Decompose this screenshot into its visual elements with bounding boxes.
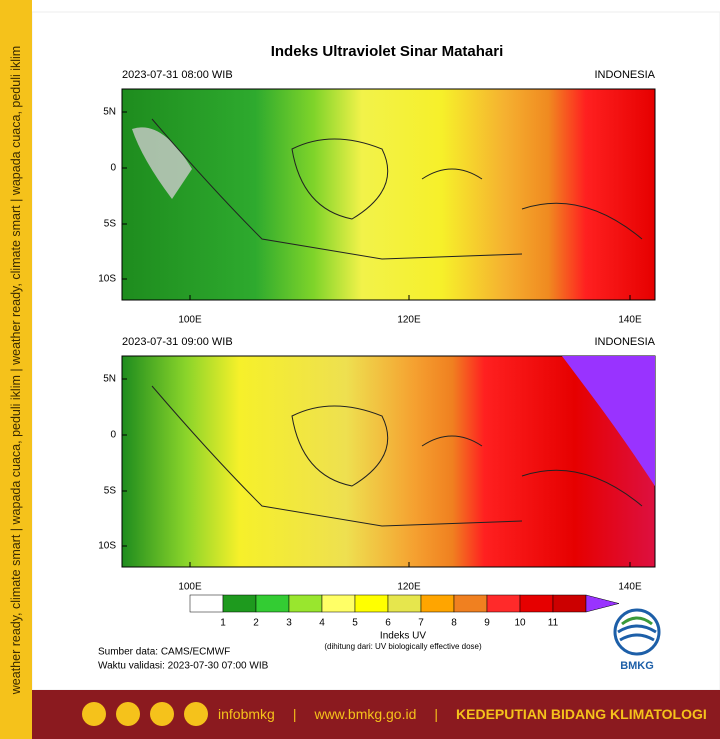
colorbar-subtitle: (dihitung dari: UV biologically effectiv… (324, 642, 482, 651)
colorbar-box (321, 594, 356, 613)
lon-label: 100E (178, 582, 202, 593)
colorbar-box (453, 594, 488, 613)
separator: | (434, 706, 439, 722)
logo: BMKG (613, 608, 661, 672)
colorbar-label: 5 (352, 618, 358, 629)
lat-label: 0 (110, 163, 116, 174)
lat-label: 0 (110, 430, 116, 441)
uv-extreme-area (562, 356, 655, 486)
lat-label: 5S (104, 219, 117, 230)
colorbar-title: Indeks UV (380, 631, 426, 642)
lat-label: 10S (98, 274, 116, 285)
uv-field (121, 355, 656, 568)
colorbar-box (552, 594, 587, 613)
colorbar-label: 4 (319, 618, 325, 629)
footer-row: infobmkg | www.bmkg.go.id | KEDEPUTIAN B… (82, 702, 707, 726)
website[interactable]: www.bmkg.go.id (314, 706, 417, 722)
lat-label: 5N (103, 374, 116, 385)
colorbar-label: 10 (514, 618, 526, 629)
handle[interactable]: infobmkg (218, 706, 275, 722)
colorbar-label: 9 (484, 618, 490, 629)
lon-label: 100E (178, 315, 202, 326)
colorbar-label: 1 (220, 618, 226, 629)
uv-field (121, 88, 656, 301)
colorbar-label: 2 (253, 618, 259, 629)
youtube-icon[interactable] (150, 702, 174, 726)
colorbar-label: 7 (418, 618, 424, 629)
side-text: weather ready, climate smart | wapada cu… (9, 45, 23, 695)
colorbar-box (486, 594, 521, 613)
instagram-icon[interactable] (184, 702, 208, 726)
title: Indeks Ultraviolet Sinar Matahari (271, 43, 504, 60)
colorbar-box (288, 594, 323, 613)
colorbar-box (222, 594, 257, 613)
map-figure: Indeks Ultraviolet Sinar Matahari 2023-0… (32, 11, 720, 690)
facebook-icon[interactable] (116, 702, 140, 726)
colorbar-box (420, 594, 455, 613)
panel-time: 2023-07-31 09:00 WIB (122, 336, 233, 348)
cloud-area (132, 127, 192, 199)
panel-region: INDONESIA (594, 336, 655, 348)
colorbar-box (519, 594, 554, 613)
validity: Waktu validasi: 2023-07-30 07:00 WIB (98, 661, 269, 672)
colorbar-label: 3 (286, 618, 292, 629)
source: Sumber data: CAMS/ECMWF (98, 647, 230, 658)
colorbar-box (354, 594, 389, 613)
logo-text: BMKG (620, 660, 654, 672)
footer: infobmkg | www.bmkg.go.id | KEDEPUTIAN B… (32, 690, 720, 739)
colorbar-box (189, 594, 224, 613)
colorbar-label: 8 (451, 618, 457, 629)
lat-label: 10S (98, 541, 116, 552)
colorbar-over (585, 594, 620, 613)
colorbar-label: 6 (385, 618, 391, 629)
lat-label: 5N (103, 107, 116, 118)
panel-region: INDONESIA (594, 69, 655, 81)
colorbar-box (387, 594, 422, 613)
panel-time: 2023-07-31 08:00 WIB (122, 69, 233, 81)
separator: | (292, 706, 297, 722)
department: KEDEPUTIAN BIDANG KLIMATOLOGI (456, 706, 707, 722)
side-strip: weather ready, climate smart | wapada cu… (0, 0, 32, 739)
lon-label: 140E (618, 315, 642, 326)
lon-label: 120E (397, 315, 421, 326)
lon-label: 140E (618, 582, 642, 593)
lat-label: 5S (104, 486, 117, 497)
twitter-icon[interactable] (82, 702, 106, 726)
coastline (151, 385, 643, 527)
colorbar-box (255, 594, 290, 613)
colorbar-label: 11 (548, 618, 559, 629)
coastline (151, 118, 643, 260)
lon-label: 120E (397, 582, 421, 593)
